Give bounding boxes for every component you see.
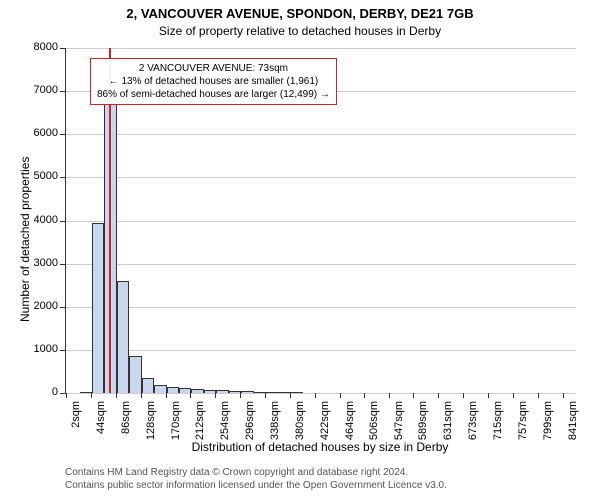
x-tick-mark	[413, 393, 414, 398]
gridline-y	[66, 48, 576, 49]
y-tick-label: 3000	[20, 257, 58, 269]
x-tick-label: 338sqm	[269, 401, 281, 451]
x-tick-mark	[389, 393, 390, 398]
x-tick-mark	[463, 393, 464, 398]
y-tick-mark	[60, 221, 65, 222]
x-tick-mark	[364, 393, 365, 398]
x-tick-label: 547sqm	[393, 401, 405, 451]
histogram-bar	[142, 378, 154, 393]
footer-attribution: Contains HM Land Registry data © Crown c…	[65, 466, 447, 492]
y-tick-mark	[60, 393, 65, 394]
gridline-y	[66, 307, 576, 308]
x-tick-mark	[116, 393, 117, 398]
histogram-bar	[241, 391, 253, 393]
x-tick-mark	[513, 393, 514, 398]
annotation-line-2: ← 13% of detached houses are smaller (1,…	[97, 75, 330, 88]
footer-line-2: Contains public sector information licen…	[65, 479, 447, 492]
histogram-bar	[129, 356, 141, 393]
x-tick-label: 380sqm	[294, 401, 306, 451]
y-tick-mark	[60, 48, 65, 49]
y-tick-mark	[60, 177, 65, 178]
y-tick-mark	[60, 264, 65, 265]
x-tick-label: 296sqm	[244, 401, 256, 451]
x-tick-mark	[166, 393, 167, 398]
x-tick-label: 422sqm	[319, 401, 331, 451]
x-tick-mark	[315, 393, 316, 398]
x-tick-label: 44sqm	[95, 401, 107, 451]
y-tick-label: 1000	[20, 343, 58, 355]
x-tick-label: 673sqm	[467, 401, 479, 451]
x-tick-label: 254sqm	[219, 401, 231, 451]
x-tick-mark	[538, 393, 539, 398]
gridline-y	[66, 134, 576, 135]
y-tick-mark	[60, 91, 65, 92]
x-tick-mark	[240, 393, 241, 398]
gridline-y	[66, 177, 576, 178]
histogram-bar	[92, 223, 104, 393]
x-tick-label: 2sqm	[70, 401, 82, 451]
histogram-bar	[167, 387, 179, 393]
x-tick-mark	[290, 393, 291, 398]
y-tick-label: 6000	[20, 127, 58, 139]
y-tick-mark	[60, 307, 65, 308]
x-tick-label: 841sqm	[567, 401, 579, 451]
x-tick-mark	[563, 393, 564, 398]
gridline-y	[66, 221, 576, 222]
x-tick-label: 212sqm	[194, 401, 206, 451]
histogram-bar	[216, 390, 228, 393]
x-tick-mark	[215, 393, 216, 398]
gridline-y	[66, 264, 576, 265]
x-tick-mark	[190, 393, 191, 398]
x-tick-label: 86sqm	[120, 401, 132, 451]
histogram-bar	[154, 385, 166, 393]
y-tick-label: 5000	[20, 170, 58, 182]
chart-container: 2, VANCOUVER AVENUE, SPONDON, DERBY, DE2…	[0, 0, 600, 500]
gridline-y	[66, 393, 576, 394]
annotation-box: 2 VANCOUVER AVENUE: 73sqm ← 13% of detac…	[90, 58, 337, 105]
x-tick-label: 170sqm	[170, 401, 182, 451]
histogram-bar	[191, 389, 203, 393]
x-tick-mark	[66, 393, 67, 398]
histogram-bar	[117, 281, 129, 393]
x-tick-label: 757sqm	[517, 401, 529, 451]
chart-title-sub: Size of property relative to detached ho…	[0, 24, 600, 38]
annotation-line-1: 2 VANCOUVER AVENUE: 73sqm	[97, 62, 330, 75]
x-tick-mark	[340, 393, 341, 398]
x-tick-mark	[265, 393, 266, 398]
x-tick-label: 799sqm	[542, 401, 554, 451]
y-tick-mark	[60, 350, 65, 351]
chart-title-main: 2, VANCOUVER AVENUE, SPONDON, DERBY, DE2…	[0, 6, 600, 21]
gridline-y	[66, 350, 576, 351]
histogram-bar	[291, 392, 303, 393]
x-tick-label: 128sqm	[145, 401, 157, 451]
y-tick-mark	[60, 134, 65, 135]
histogram-bar	[266, 392, 278, 393]
annotation-line-3: 86% of semi-detached houses are larger (…	[97, 88, 330, 101]
y-tick-label: 2000	[20, 300, 58, 312]
x-tick-label: 506sqm	[368, 401, 380, 451]
y-tick-label: 0	[20, 386, 58, 398]
x-tick-label: 715sqm	[492, 401, 504, 451]
x-tick-label: 589sqm	[417, 401, 429, 451]
footer-line-1: Contains HM Land Registry data © Crown c…	[65, 466, 447, 479]
y-tick-label: 8000	[20, 41, 58, 53]
y-tick-label: 7000	[20, 84, 58, 96]
x-tick-mark	[91, 393, 92, 398]
x-tick-mark	[488, 393, 489, 398]
x-tick-mark	[438, 393, 439, 398]
x-tick-mark	[141, 393, 142, 398]
x-tick-label: 464sqm	[344, 401, 356, 451]
y-tick-label: 4000	[20, 214, 58, 226]
x-tick-label: 631sqm	[442, 401, 454, 451]
